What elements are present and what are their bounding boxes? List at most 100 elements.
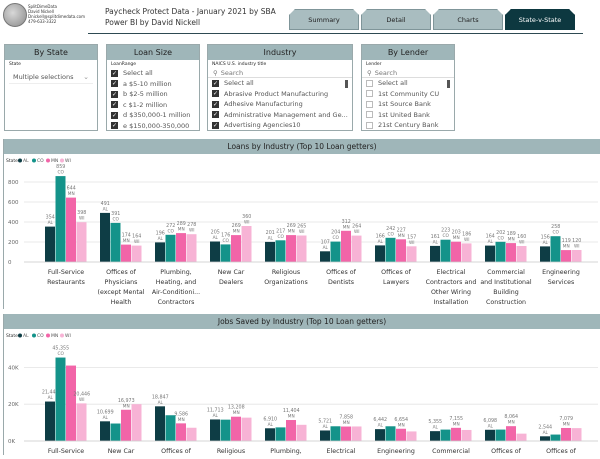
industry-item[interactable]: ✓ Administrative Management and Ge... <box>208 110 352 121</box>
checkbox-checked-icon[interactable]: ✓ <box>212 79 219 87</box>
y-tick-label: 0K <box>8 439 15 445</box>
data-label-state: CO <box>168 228 175 234</box>
slicer-field-label: State <box>9 62 21 67</box>
checkbox-checked-icon[interactable]: ✓ <box>111 122 118 130</box>
loan-size-item[interactable]: ✓ Select all <box>107 68 199 79</box>
legend-label-mn: MN <box>51 333 58 339</box>
industry-item[interactable]: ✓ Advertising Agencies10 <box>208 120 352 131</box>
data-label-value: 120 <box>572 238 581 244</box>
checkbox-unchecked-icon[interactable] <box>366 90 373 98</box>
state-dropdown[interactable]: Multiple selections ⌄ <box>9 71 93 84</box>
lender-item[interactable]: 1st Source Bank <box>362 99 454 110</box>
data-label-state: WI <box>299 229 305 235</box>
legend-label-co: CO <box>37 333 44 339</box>
checkbox-checked-icon[interactable]: ✓ <box>212 100 219 108</box>
tab-state-v-state[interactable]: State-v-State <box>505 9 575 30</box>
bar-mn <box>341 426 351 441</box>
x-category-label: Offices of <box>491 448 522 455</box>
slicer-field-label: NAICS U.S. industry title <box>212 62 267 67</box>
checkbox-checked-icon[interactable]: ✓ <box>212 90 219 98</box>
data-label-state: MN <box>563 421 570 427</box>
legend-marker-al <box>18 333 22 338</box>
data-label-value: 258 <box>551 224 560 230</box>
checkbox-checked-icon[interactable]: ✓ <box>111 69 118 77</box>
checkbox-checked-icon[interactable]: ✓ <box>212 121 219 129</box>
lender-item[interactable]: 1st Community CU <box>362 89 454 100</box>
bar-co <box>110 222 121 262</box>
x-category-label: and Institutional <box>480 279 532 286</box>
loan-size-item[interactable]: ✓ c $1-2 million <box>107 100 199 111</box>
lender-item[interactable]: 21st Century Bank <box>362 120 454 131</box>
loan-size-item[interactable]: ✓ d $350,000-1 million <box>107 110 199 121</box>
industry-scrollbar[interactable] <box>345 80 348 88</box>
bar-co <box>440 429 451 441</box>
search-placeholder: Search <box>220 68 244 77</box>
legend-label-wi: WI <box>65 158 71 164</box>
bar-co <box>55 357 66 441</box>
x-category-label: Organizations <box>264 279 308 286</box>
checkbox-checked-icon[interactable]: ✓ <box>212 111 219 119</box>
bar-al <box>210 419 220 441</box>
data-label-value: 107 <box>321 239 330 245</box>
checkbox-unchecked-icon[interactable] <box>366 121 373 129</box>
lender-item[interactable]: Select all <box>362 78 454 89</box>
checkbox-unchecked-icon[interactable] <box>366 111 373 119</box>
checkbox-checked-icon[interactable]: ✓ <box>111 80 118 88</box>
bar-wi <box>461 429 472 441</box>
bar-al <box>155 242 165 262</box>
bar-co <box>440 239 451 262</box>
lender-scrollbar[interactable] <box>447 80 450 88</box>
legend-marker-mn <box>46 333 50 338</box>
checkbox-checked-icon[interactable]: ✓ <box>111 101 118 109</box>
checkbox-unchecked-icon[interactable] <box>366 100 373 108</box>
bar-al <box>430 431 440 441</box>
bar-mn <box>396 239 406 262</box>
bar-al <box>155 406 165 441</box>
bar-co <box>275 240 286 262</box>
industry-item[interactable]: ✓ Adhesive Manufacturing <box>208 99 352 110</box>
bar-al <box>265 428 275 441</box>
tab-summary[interactable]: Summary <box>289 9 359 30</box>
bar-al <box>375 429 385 441</box>
bar-al <box>375 245 385 262</box>
x-category-label: Health <box>111 299 132 306</box>
lender-item[interactable]: 1st United Bank <box>362 110 454 121</box>
data-label-value: 174 <box>122 233 131 239</box>
loan-size-item[interactable]: ✓ e $150,000-350,000 <box>107 121 199 132</box>
search-placeholder: Search <box>374 68 398 77</box>
industry-item[interactable]: ✓ Abrasive Product Manufacturing <box>208 89 352 100</box>
bar-wi <box>76 403 87 441</box>
checkbox-checked-icon[interactable]: ✓ <box>111 90 118 98</box>
bar-mn <box>176 423 186 441</box>
loan-size-item[interactable]: ✓ b $2-5 million <box>107 89 199 100</box>
slicer-by-lender: By Lender Lender ⚲ Search Select all 1st … <box>361 44 455 131</box>
bar-mn <box>341 230 351 262</box>
checkbox-unchecked-icon[interactable] <box>366 79 373 87</box>
loan-size-item[interactable]: ✓ a $5-10 million <box>107 79 199 90</box>
tab-charts[interactable]: Charts <box>433 9 503 30</box>
header-divider <box>88 33 300 34</box>
lender-search-input[interactable]: ⚲ Search <box>362 68 454 78</box>
lender-item-label: Select all <box>378 79 408 88</box>
x-category-label: Electrical <box>437 269 466 276</box>
logo-line: SplitDimeData <box>28 4 57 9</box>
bar-mn <box>66 365 76 441</box>
data-label-value: 227 <box>397 227 406 233</box>
tab-detail[interactable]: Detail <box>361 9 431 30</box>
x-category-label: Offices of <box>161 448 192 455</box>
checkbox-checked-icon[interactable]: ✓ <box>111 111 118 119</box>
industry-item[interactable]: ✓ Select all <box>208 78 352 89</box>
data-label-value: 272 <box>166 223 175 229</box>
data-label-value: 186 <box>462 231 471 237</box>
industry-search-input[interactable]: ⚲ Search <box>208 68 352 78</box>
chart-legend: State AL CO MN WI <box>6 333 71 339</box>
data-label-state: MN <box>288 414 295 420</box>
title-line-1: Paycheck Protect Data - January 2021 by … <box>105 7 276 16</box>
data-label-value: 491 <box>101 201 110 207</box>
report-header: SplitDimeData David Nickell Dnickell@spl… <box>0 0 600 36</box>
